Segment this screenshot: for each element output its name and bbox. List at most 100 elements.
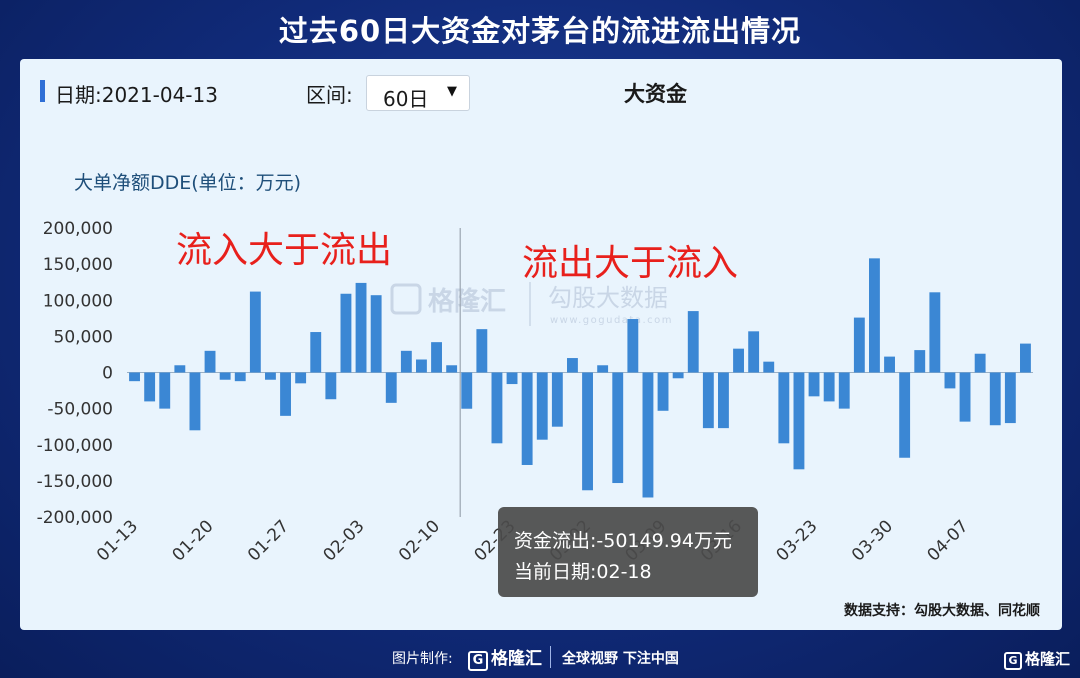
bar[interactable]	[310, 332, 322, 373]
bar[interactable]	[944, 372, 956, 389]
bar[interactable]	[702, 372, 714, 429]
bar[interactable]	[249, 291, 261, 373]
bar[interactable]	[959, 372, 971, 422]
y-tick-label: -150,000	[37, 472, 113, 492]
y-tick-label: 200,000	[43, 219, 113, 239]
bar[interactable]	[1004, 372, 1016, 424]
bars	[129, 258, 1031, 498]
watermark-logo-icon	[390, 283, 422, 315]
bar[interactable]	[823, 372, 835, 402]
footer-brand: 格隆汇	[491, 649, 542, 669]
bar[interactable]	[416, 359, 427, 373]
bar-chart: 格隆汇 勾股大数据 www.gogudata.com 200,000 150,000 1…	[37, 219, 1033, 597]
bar[interactable]	[627, 319, 639, 373]
bar[interactable]	[763, 361, 775, 373]
bar[interactable]	[853, 317, 865, 373]
bar[interactable]	[159, 372, 171, 409]
bar[interactable]	[551, 372, 563, 427]
bar[interactable]	[461, 372, 473, 409]
chart-category-title: 大资金	[624, 82, 687, 106]
date-accent-bar	[40, 80, 45, 102]
bar[interactable]	[612, 372, 624, 484]
chevron-down-icon: ▼	[447, 84, 457, 99]
x-tick-label: 04-07	[924, 516, 973, 565]
x-tick-label: 02-03	[320, 516, 369, 565]
bar[interactable]	[989, 372, 1001, 426]
y-tick-label: -200,000	[37, 508, 113, 528]
x-tick-label: 03-30	[848, 516, 897, 565]
tooltip-date: 当前日期:02-18	[514, 561, 652, 583]
chart-panel: 日期:2021-04-13 区间: 60日 ▼ 大资金 大单净额DDE(单位：万…	[20, 59, 1062, 630]
bar[interactable]	[793, 372, 805, 470]
bar[interactable]	[687, 311, 699, 373]
bar[interactable]	[280, 372, 291, 416]
bar[interactable]	[869, 258, 880, 373]
bar[interactable]	[400, 350, 412, 373]
bar[interactable]	[189, 372, 201, 431]
watermark: 格隆汇 勾股大数据 www.gogudata.com	[390, 282, 672, 326]
footer-logo: G 格隆汇	[468, 644, 542, 671]
tooltip-box	[498, 507, 758, 597]
bar[interactable]	[642, 372, 654, 498]
bar[interactable]	[521, 372, 533, 465]
annotation-label: 流出大于流入	[522, 243, 738, 284]
y-tick-label: 0	[102, 364, 113, 384]
bar[interactable]	[929, 292, 941, 373]
watermark-brand: 格隆汇	[428, 286, 506, 317]
bar[interactable]	[778, 372, 790, 444]
bar[interactable]	[914, 350, 926, 373]
logo-icon: G	[468, 651, 488, 671]
y-tick-label: 150,000	[43, 255, 113, 275]
watermark-brand-2: 勾股大数据	[548, 284, 668, 312]
bar[interactable]	[295, 372, 307, 384]
bar[interactable]	[808, 372, 820, 397]
bar[interactable]	[718, 372, 729, 429]
bar[interactable]	[582, 372, 593, 491]
bar[interactable]	[144, 372, 156, 402]
x-tick-label: 01-27	[244, 516, 293, 565]
bar[interactable]	[597, 365, 609, 373]
bar[interactable]	[129, 372, 140, 382]
bar[interactable]	[446, 365, 458, 373]
bar[interactable]	[733, 348, 744, 373]
footer-slogan: 全球视野 下注中国	[562, 651, 679, 667]
y-tick-label: -50,000	[47, 400, 113, 420]
bar[interactable]	[234, 372, 246, 382]
x-tick-label: 01-20	[169, 516, 218, 565]
bar[interactable]	[506, 372, 518, 385]
bar[interactable]	[567, 358, 578, 373]
bar[interactable]	[657, 372, 669, 411]
bar[interactable]	[838, 372, 850, 409]
bar[interactable]	[174, 365, 186, 373]
bar[interactable]	[536, 372, 548, 440]
bar[interactable]	[340, 293, 352, 373]
bar[interactable]	[1020, 343, 1031, 373]
bar[interactable]	[431, 342, 442, 373]
date-label: 日期:2021-04-13	[55, 83, 218, 107]
bar[interactable]	[204, 350, 216, 373]
bar[interactable]	[355, 282, 367, 373]
bar[interactable]	[491, 372, 503, 444]
bar[interactable]	[476, 329, 488, 373]
y-axis: 200,000 150,000 100,000 50,000 0 -50,000 -100,…	[37, 219, 1033, 528]
range-select-value: 60日	[383, 87, 429, 111]
bar[interactable]	[385, 372, 397, 403]
bar[interactable]	[974, 353, 986, 373]
bar[interactable]	[265, 372, 276, 380]
y-tick-label: 50,000	[54, 327, 113, 347]
x-tick-label: 02-10	[395, 516, 444, 565]
y-axis-title: 大单净额DDE(单位：万元)	[74, 172, 302, 194]
bar[interactable]	[370, 295, 382, 373]
x-tick-label: 03-23	[773, 516, 822, 565]
bar[interactable]	[748, 331, 760, 373]
data-source: 数据支持：勾股大数据、同花顺	[844, 603, 1040, 619]
corner-logo: G 格隆汇	[1003, 648, 1070, 670]
bar[interactable]	[325, 372, 337, 400]
range-select[interactable]: 60日 ▼	[366, 75, 470, 111]
bar[interactable]	[672, 372, 684, 379]
bar[interactable]	[219, 372, 231, 380]
bar[interactable]	[884, 356, 895, 373]
bar[interactable]	[899, 372, 911, 458]
annotation-label: 流入大于流出	[176, 230, 392, 271]
